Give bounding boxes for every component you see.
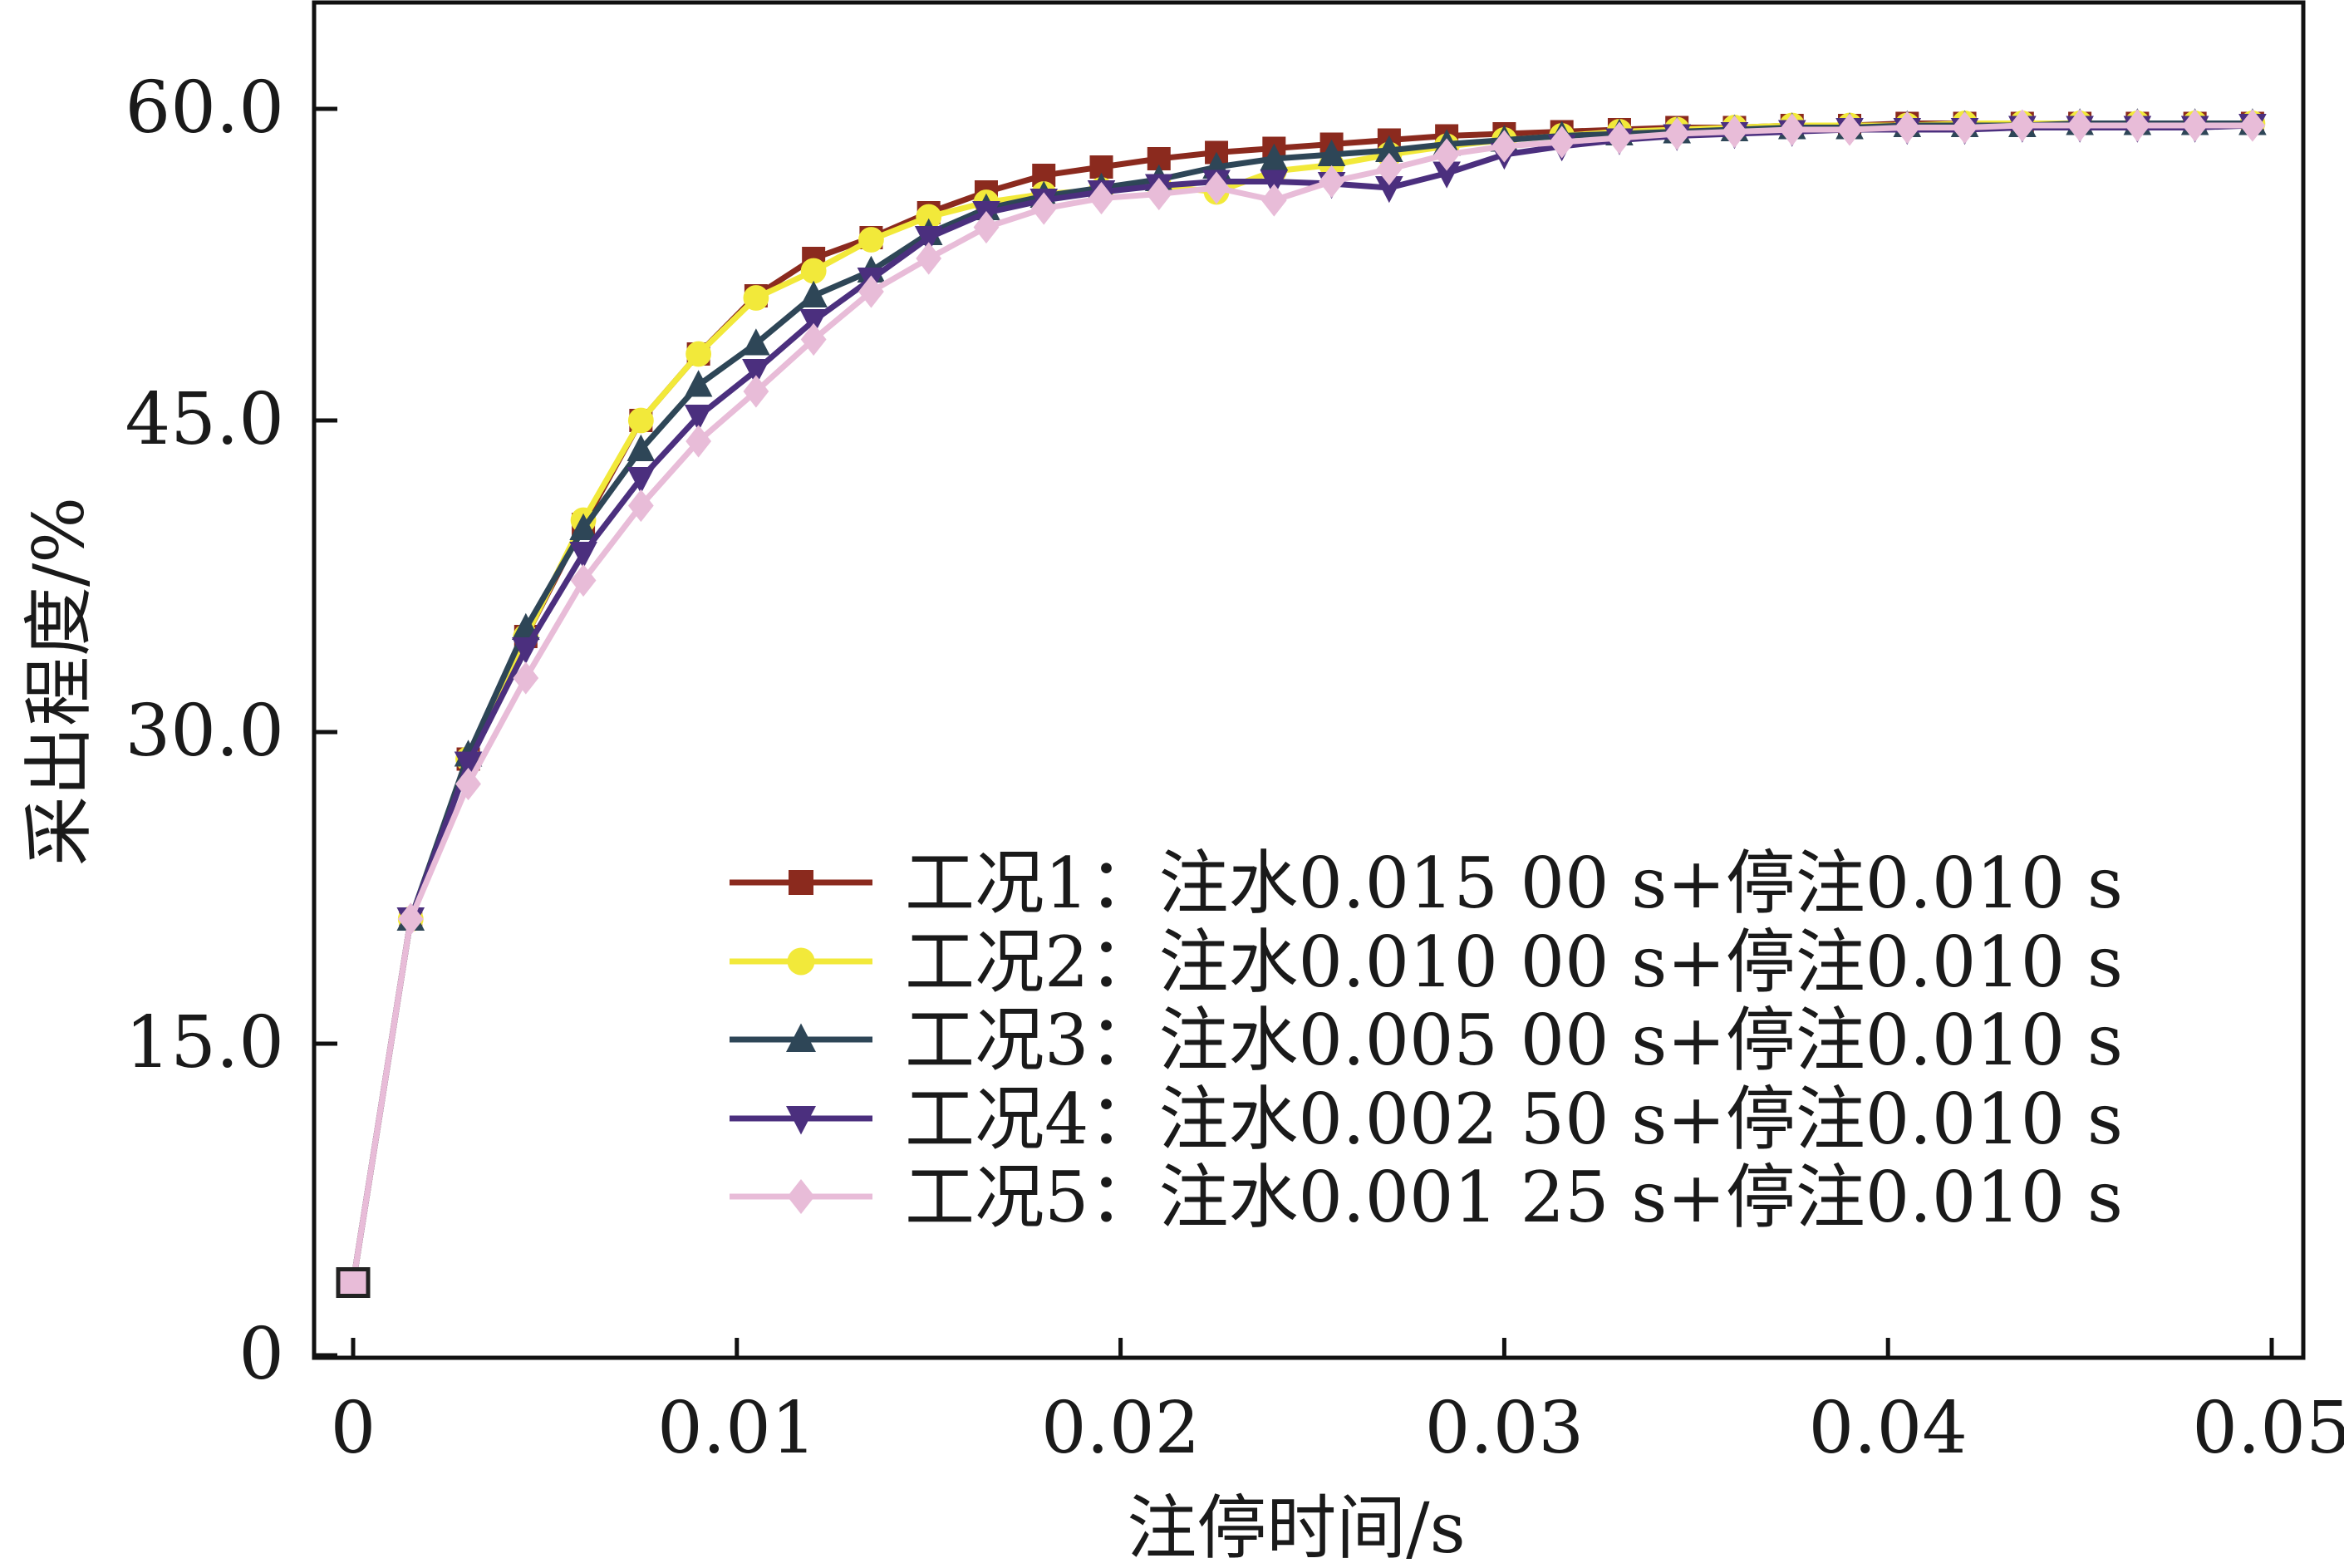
- marker-circle: [787, 947, 815, 976]
- marker-diamond: [743, 375, 769, 408]
- series-5: [350, 109, 2266, 1284]
- marker-diamond: [1722, 115, 1747, 149]
- marker-diamond: [973, 210, 1000, 244]
- marker-diamond: [627, 489, 654, 523]
- marker-circle: [627, 407, 654, 434]
- marker-triangle-up: [742, 328, 770, 356]
- marker-diamond: [1146, 177, 1172, 211]
- legend-label: 工况1：注水0.015 00 s+停注0.010 s: [905, 843, 2123, 924]
- marker-diamond: [2182, 109, 2209, 142]
- marker-circle: [858, 227, 884, 253]
- marker-circle: [916, 204, 942, 230]
- marker-circle: [686, 341, 712, 367]
- legend-label: 工况5：注水0.001 25 s+停注0.010 s: [905, 1157, 2123, 1238]
- marker-triangle-up: [684, 370, 713, 397]
- x-tick-label: 0: [331, 1387, 376, 1470]
- marker-triangle-up: [1375, 135, 1403, 162]
- legend-item-5: 工况5：注水0.001 25 s+停注0.010 s: [730, 1157, 2123, 1238]
- marker-diamond: [1836, 113, 1863, 146]
- marker-triangle-down: [742, 359, 770, 386]
- marker-diamond: [2066, 109, 2093, 142]
- marker-triangle-down: [454, 751, 483, 779]
- marker-square: [789, 870, 813, 895]
- marker-triangle-down: [1375, 176, 1403, 204]
- marker-diamond: [1952, 111, 1978, 145]
- series-line: [350, 122, 2253, 1284]
- marker-diamond: [1779, 113, 1806, 146]
- marker-triangle-up: [786, 1023, 816, 1052]
- marker-triangle-up: [569, 513, 597, 540]
- marker-diamond: [397, 902, 424, 936]
- marker-diamond: [858, 275, 884, 308]
- marker-triangle-down: [512, 637, 540, 665]
- marker-diamond: [2124, 109, 2150, 142]
- legend-item-2: 工况2：注水0.010 00 s+停注0.010 s: [730, 922, 2123, 1003]
- legend-label: 工况4：注水0.002 50 s+停注0.010 s: [905, 1079, 2123, 1160]
- legend-item-3: 工况3：注水0.005 00 s+停注0.010 s: [730, 1000, 2123, 1081]
- marker-diamond: [1549, 125, 1575, 159]
- marker-triangle-down: [627, 467, 656, 494]
- x-axis-label: 注停时间/s: [1127, 1487, 1465, 1568]
- marker-diamond: [1606, 121, 1633, 155]
- y-tick-label: 45.0: [125, 378, 284, 461]
- marker-circle: [743, 285, 769, 311]
- x-tick-label: 0.01: [657, 1387, 816, 1470]
- legend-label: 工况2：注水0.010 00 s+停注0.010 s: [905, 922, 2123, 1003]
- legend-item-4: 工况4：注水0.002 50 s+停注0.010 s: [730, 1079, 2123, 1160]
- marker-diamond: [455, 767, 481, 801]
- marker-triangle-up: [1317, 139, 1346, 166]
- marker-triangle-down: [1432, 161, 1461, 189]
- marker-diamond: [1433, 138, 1460, 171]
- marker-triangle-down: [786, 1106, 816, 1135]
- x-tick-label: 0.02: [1041, 1387, 1200, 1470]
- marker-diamond: [2009, 109, 2036, 142]
- marker-diamond: [513, 661, 539, 695]
- marker-diamond: [787, 1179, 815, 1214]
- marker-diamond: [800, 322, 827, 356]
- marker-diamond: [1030, 192, 1057, 225]
- marker-diamond: [1319, 165, 1344, 199]
- plot-frame: [312, 0, 2306, 1360]
- marker-diamond: [1203, 171, 1230, 204]
- y-tick-label: 0: [238, 1313, 284, 1396]
- marker-diamond: [686, 425, 712, 458]
- legend-item-1: 工况1：注水0.015 00 s+停注0.010 s: [730, 843, 2123, 924]
- y-tick-label: 30.0: [125, 690, 284, 773]
- x-tick-label: 0.05: [2192, 1387, 2344, 1470]
- x-tick-label: 0.03: [1425, 1387, 1584, 1470]
- legend-label: 工况3：注水0.005 00 s+停注0.010 s: [905, 1000, 2123, 1081]
- y-axis-label: 采出程度/%: [18, 497, 100, 866]
- y-tick-label: 15.0: [125, 1001, 284, 1084]
- marker-triangle-down: [569, 542, 597, 569]
- marker-diamond: [1894, 111, 1920, 145]
- marker-triangle-down: [1260, 170, 1289, 197]
- marker-triangle-up: [1260, 143, 1289, 170]
- marker-diamond: [1088, 181, 1114, 215]
- marker-diamond: [1376, 152, 1403, 186]
- marker-diamond: [1260, 184, 1287, 217]
- plot-marks: [336, 108, 2267, 1298]
- axis-ticks: 0 0.01 0.02 0.03 0.04 0.05 0 15.0 30.0 45.0 60.0: [125, 66, 2344, 1470]
- marker-diamond: [1663, 117, 1690, 150]
- y-tick-label: 60.0: [125, 66, 284, 150]
- marker-triangle-down: [799, 309, 828, 337]
- marker-triangle-up: [627, 434, 656, 461]
- marker-triangle-up: [799, 280, 828, 307]
- marker-diamond: [2239, 109, 2266, 142]
- marker-diamond: [570, 563, 597, 597]
- start-point-marker: [336, 1267, 371, 1298]
- marker-circle: [800, 258, 827, 284]
- x-tick-label: 0.04: [1808, 1387, 1967, 1470]
- marker-triangle-down: [684, 405, 713, 432]
- marker-diamond: [1491, 130, 1517, 163]
- marker-triangle-down: [914, 226, 943, 253]
- marker-diamond: [916, 242, 942, 275]
